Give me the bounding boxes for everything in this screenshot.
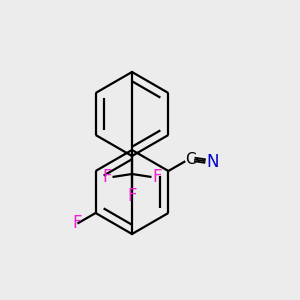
Text: F: F <box>152 168 162 186</box>
Text: C: C <box>185 152 196 166</box>
Text: F: F <box>73 214 82 232</box>
Text: F: F <box>102 168 112 186</box>
Text: N: N <box>206 153 218 171</box>
Text: F: F <box>127 187 137 205</box>
